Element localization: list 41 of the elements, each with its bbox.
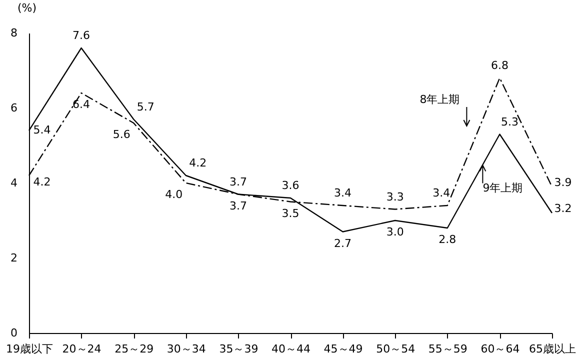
data-label: 2.7: [334, 236, 352, 250]
legend-label: 9年上期: [482, 181, 523, 194]
data-label: 3.4: [432, 186, 450, 200]
data-label: 3.2: [554, 202, 572, 215]
x-tick-label: 55～59: [428, 342, 468, 356]
data-label: 3.5: [282, 206, 300, 220]
data-label: 4.2: [33, 176, 51, 188]
data-label: 3.0: [386, 226, 404, 238]
x-tick-label: 35～39: [219, 342, 258, 356]
data-label: 3.9: [554, 176, 572, 189]
x-tick-label: 19歳以下: [6, 342, 53, 356]
x-tick-label: 65歳以上: [529, 342, 576, 356]
data-label: 6.8: [490, 59, 508, 72]
x-tick-label: 30～34: [166, 342, 206, 356]
y-tick-label: 8: [10, 26, 18, 40]
x-tick-label: 60～64: [480, 342, 520, 356]
text: 8年上期: [420, 93, 460, 106]
data-label: 3.6: [282, 179, 300, 192]
data-label: 5.3: [500, 115, 518, 128]
data-label: 7.6: [72, 29, 90, 42]
data-label: 5.7: [136, 100, 154, 114]
data-label: 2.8: [438, 233, 456, 246]
y-axis-title: (%): [18, 2, 37, 14]
data-label: 5.6: [112, 128, 130, 141]
data-label: 4.0: [165, 188, 183, 201]
data-label: 3.4: [334, 186, 352, 200]
data-label: 5.4: [33, 124, 51, 136]
y-tick-label: 2: [10, 252, 18, 264]
y-tick-label: 6: [10, 102, 18, 114]
x-tick-label: 45～49: [324, 342, 363, 356]
data-label: 6.4: [72, 98, 90, 111]
x-tick-label: 20～24: [62, 342, 102, 356]
y-tick-label: 4: [10, 176, 18, 190]
x-tick-label: 50～54: [376, 342, 416, 356]
data-label: 3.7: [229, 175, 247, 188]
data-label: 3.7: [229, 199, 247, 212]
x-tick-label: 25～29: [114, 342, 154, 356]
data-label: 4.2: [189, 156, 207, 170]
data-label: 3.3: [386, 190, 404, 204]
y-tick-label: 0: [10, 326, 18, 340]
x-tick-label: 40～44: [272, 342, 310, 356]
